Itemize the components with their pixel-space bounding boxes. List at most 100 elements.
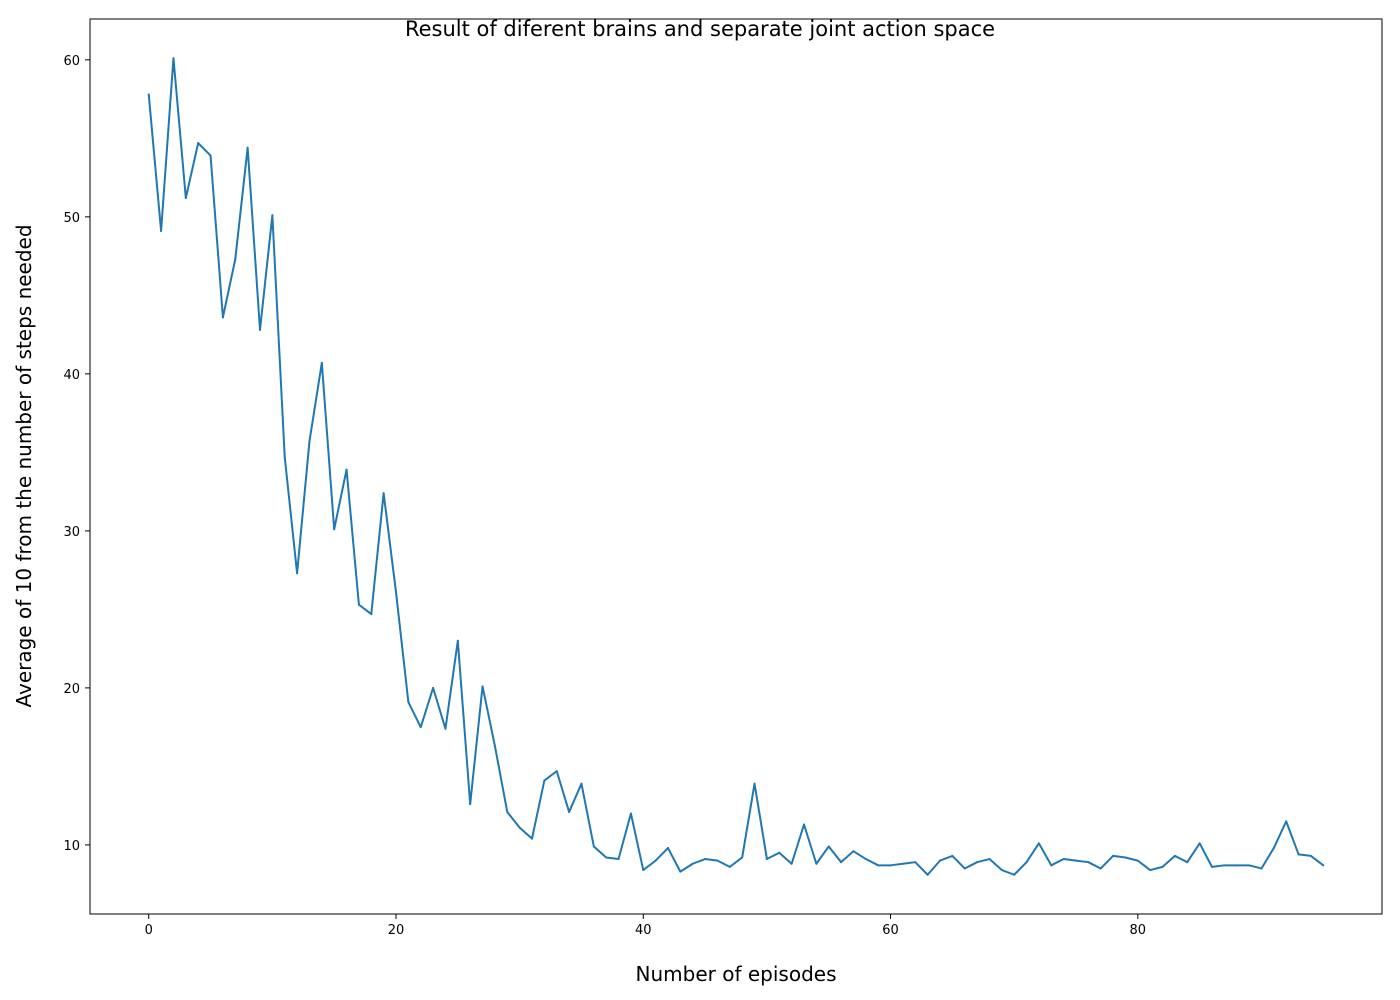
data-point <box>914 861 917 864</box>
data-point <box>320 361 323 364</box>
data-point <box>901 862 904 865</box>
data-point <box>790 862 793 865</box>
data-point <box>395 591 397 594</box>
x-tick-label: 20 <box>388 923 405 938</box>
data-point <box>753 782 756 785</box>
data-point <box>518 826 521 829</box>
data-point <box>1013 873 1016 876</box>
data-point <box>629 812 632 815</box>
x-tick-label: 0 <box>145 923 153 938</box>
data-point <box>1136 859 1139 862</box>
data-point <box>1272 847 1275 850</box>
chart-title: Result of diferent brains and separate j… <box>405 17 995 41</box>
data-point <box>481 685 484 688</box>
data-point <box>1075 859 1077 862</box>
data-point <box>382 492 385 495</box>
data-point <box>765 858 768 861</box>
data-point <box>370 613 373 616</box>
data-point <box>259 328 261 331</box>
x-tick-label: 80 <box>1130 923 1147 938</box>
data-point <box>1297 853 1300 856</box>
data-point <box>926 873 929 876</box>
series-line <box>147 57 1324 876</box>
data-point <box>1087 861 1090 864</box>
data-point <box>197 142 200 145</box>
y-axis-ticks: 10 20 30 40 50 60 <box>63 54 90 854</box>
data-point <box>691 862 694 865</box>
data-point <box>531 837 533 840</box>
data-point <box>456 639 459 642</box>
data-point <box>963 867 966 870</box>
x-tick-label: 40 <box>635 923 652 938</box>
data-point <box>889 864 892 867</box>
data-point <box>1198 842 1201 845</box>
data-point <box>803 823 805 826</box>
data-point <box>444 727 447 730</box>
data-point <box>1099 867 1102 870</box>
data-point <box>1050 864 1053 867</box>
data-point <box>283 456 286 459</box>
data-point <box>419 726 422 729</box>
data-point <box>1112 854 1115 857</box>
data-point <box>357 603 360 606</box>
data-point <box>1124 856 1127 859</box>
data-point <box>827 845 830 848</box>
data-point <box>1161 865 1164 868</box>
data-point <box>704 858 707 861</box>
data-point <box>1248 864 1251 867</box>
data-point <box>778 851 781 854</box>
data-point <box>506 810 509 813</box>
data-point <box>1037 842 1040 845</box>
data-point <box>815 862 818 865</box>
data-point <box>1235 864 1238 867</box>
data-point <box>988 858 991 861</box>
data-point <box>234 258 237 261</box>
data-point <box>432 686 435 689</box>
data-point <box>1025 861 1028 864</box>
data-point <box>493 744 496 747</box>
y-tick-label: 50 <box>63 211 80 226</box>
data-point <box>271 214 274 217</box>
data-point <box>951 854 954 857</box>
data-point <box>209 154 212 157</box>
data-point <box>654 859 657 862</box>
data-point <box>939 859 941 862</box>
data-point <box>1211 865 1213 868</box>
data-point <box>1062 858 1065 861</box>
data-point <box>877 864 880 867</box>
data-point <box>580 782 583 785</box>
data-point <box>568 810 571 813</box>
data-point <box>741 856 744 859</box>
data-point <box>333 528 336 531</box>
data-point <box>1000 869 1003 872</box>
data-point <box>840 861 843 864</box>
x-axis-ticks: 0 20 40 60 80 <box>145 914 1147 938</box>
data-point <box>1309 854 1312 857</box>
data-point <box>1322 864 1325 867</box>
data-point <box>679 870 682 873</box>
data-point <box>976 861 979 864</box>
data-point <box>1223 864 1226 867</box>
data-point <box>147 93 150 96</box>
data-point <box>308 440 311 443</box>
plot-frame <box>89 18 1383 915</box>
data-point <box>1186 861 1189 864</box>
data-point <box>592 845 595 848</box>
data-point <box>555 770 558 773</box>
data-point <box>642 869 645 872</box>
data-point <box>1285 820 1288 823</box>
data-point <box>852 850 855 853</box>
data-point <box>1149 869 1152 872</box>
x-axis-title: Number of episodes <box>636 962 837 986</box>
data-point <box>160 229 163 232</box>
x-tick-label: 60 <box>882 923 899 938</box>
y-tick-label: 20 <box>63 682 80 697</box>
data-point <box>296 572 299 575</box>
data-point <box>1173 854 1176 857</box>
data-point <box>605 856 608 859</box>
y-tick-label: 30 <box>63 525 80 540</box>
data-point <box>1260 867 1263 870</box>
data-point <box>617 858 620 861</box>
